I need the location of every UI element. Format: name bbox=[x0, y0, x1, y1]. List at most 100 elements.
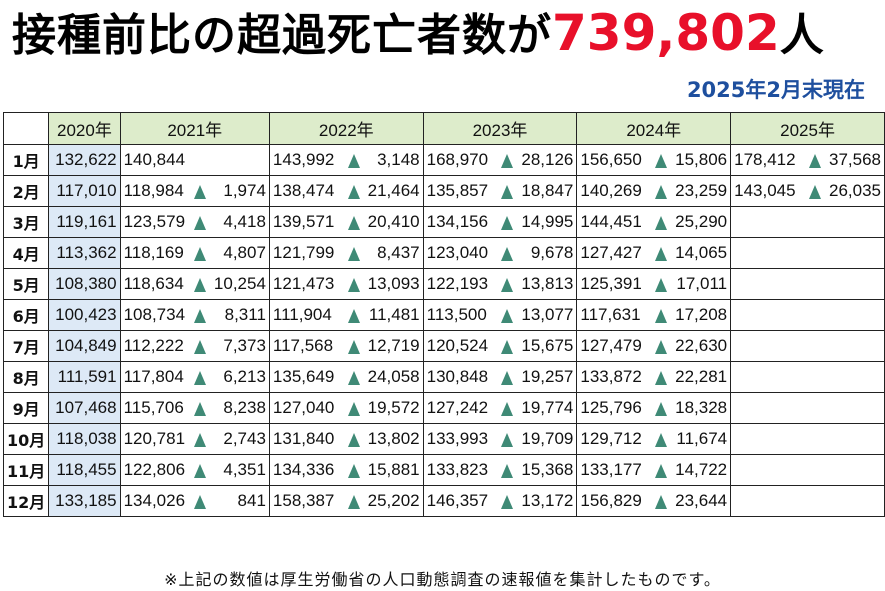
excess-2022-cell: 15,881 bbox=[364, 454, 424, 486]
baseline-2020-cell: 108,380 bbox=[48, 268, 121, 300]
corner-cell bbox=[2, 112, 50, 145]
excess-2022-cell: 12,719 bbox=[364, 330, 424, 362]
table-row: 5月 108,380 118,634 10,254 121,473 13,093 122,1… bbox=[2, 268, 885, 300]
excess-2022-cell: 13,802 bbox=[364, 423, 424, 455]
arrow-2021-cell bbox=[189, 237, 211, 269]
arrow-2024-cell bbox=[650, 175, 672, 207]
excess-2021-cell: 1,974 bbox=[210, 175, 270, 207]
table-row: 2月 117,010 118,984 1,974 138,474 21,464 135,85… bbox=[2, 175, 885, 207]
deaths-2021-cell: 112,222 bbox=[119, 330, 190, 362]
baseline-2020-cell: 111,591 bbox=[48, 361, 121, 393]
arrow-2023-cell bbox=[496, 330, 518, 362]
deaths-2025-cell: 143,045 bbox=[730, 175, 805, 207]
up-arrow-icon bbox=[347, 494, 360, 509]
up-arrow-icon bbox=[655, 401, 668, 416]
deaths-2022-cell: 135,649 bbox=[268, 361, 344, 393]
deaths-2021-cell: 122,806 bbox=[119, 454, 190, 486]
deaths-2023-cell: 168,970 bbox=[422, 144, 497, 176]
arrow-2024-cell bbox=[650, 268, 672, 300]
arrow-2024-cell bbox=[650, 423, 672, 455]
empty-2025-cell bbox=[730, 361, 885, 393]
excess-2022-cell: 3,148 bbox=[364, 144, 424, 176]
title-number: 739,802 bbox=[552, 4, 780, 62]
footnote: ※上記の数値は厚生労働省の人口動態調査の速報値を集計したものです。 bbox=[164, 570, 721, 589]
excess-2025-cell: 37,568 bbox=[825, 144, 885, 176]
arrow-2023-cell bbox=[496, 206, 518, 238]
empty-2025-cell bbox=[730, 330, 885, 362]
baseline-2020-cell: 118,038 bbox=[48, 423, 121, 455]
up-arrow-icon bbox=[194, 277, 207, 292]
excess-2021-cell: 4,351 bbox=[210, 454, 270, 486]
excess-2021-cell: 6,213 bbox=[210, 361, 270, 393]
up-arrow-icon bbox=[501, 494, 514, 509]
deaths-2023-cell: 127,242 bbox=[422, 392, 497, 424]
year-header-2023: 2023年 bbox=[422, 112, 578, 145]
deaths-2024-cell: 133,177 bbox=[576, 454, 651, 486]
excess-2023-cell: 15,675 bbox=[517, 330, 578, 362]
up-arrow-icon bbox=[194, 339, 207, 354]
deaths-2022-cell: 127,040 bbox=[268, 392, 344, 424]
up-arrow-icon bbox=[501, 215, 514, 230]
up-arrow-icon bbox=[347, 339, 360, 354]
arrow-2024-cell bbox=[650, 237, 672, 269]
up-arrow-icon bbox=[501, 339, 514, 354]
deaths-2021-cell: 123,579 bbox=[119, 206, 190, 238]
excess-2022-cell: 8,437 bbox=[364, 237, 424, 269]
deaths-2022-cell: 121,473 bbox=[268, 268, 344, 300]
arrow-2024-cell bbox=[650, 144, 672, 176]
arrow-2023-cell bbox=[496, 485, 518, 517]
arrow-2024-cell bbox=[650, 330, 672, 362]
deaths-2021-cell: 120,781 bbox=[119, 423, 190, 455]
month-label: 7月 bbox=[2, 330, 50, 362]
empty-2025-cell bbox=[730, 485, 885, 517]
arrow-2021-cell bbox=[189, 485, 211, 517]
excess-2024-cell: 25,290 bbox=[671, 206, 732, 238]
excess-2024-cell: 17,208 bbox=[671, 299, 732, 331]
year-header-2024: 2024年 bbox=[576, 112, 732, 145]
month-label: 11月 bbox=[2, 454, 50, 486]
baseline-2020-cell: 107,468 bbox=[48, 392, 121, 424]
deaths-2023-cell: 135,857 bbox=[422, 175, 497, 207]
baseline-2020-cell: 119,161 bbox=[48, 206, 121, 238]
arrow-2022-cell bbox=[343, 423, 365, 455]
arrow-2022-cell bbox=[343, 330, 365, 362]
deaths-2022-cell: 131,840 bbox=[268, 423, 344, 455]
up-arrow-icon bbox=[501, 463, 514, 478]
empty-2025-cell bbox=[730, 237, 885, 269]
empty-2025-cell bbox=[730, 299, 885, 331]
up-arrow-icon bbox=[347, 184, 360, 199]
excess-2024-cell: 14,722 bbox=[671, 454, 732, 486]
up-arrow-icon bbox=[194, 308, 207, 323]
table-row: 10月 118,038 120,781 2,743 131,840 13,802 133,9… bbox=[2, 423, 885, 455]
arrow-2023-cell bbox=[496, 144, 518, 176]
up-arrow-icon bbox=[347, 308, 360, 323]
up-arrow-icon bbox=[501, 153, 514, 168]
deaths-2022-cell: 111,904 bbox=[268, 299, 344, 331]
excess-2021-cell: 4,807 bbox=[210, 237, 270, 269]
arrow-2024-cell bbox=[650, 361, 672, 393]
table-row: 4月 113,362 118,169 4,807 121,799 8,437 123,040… bbox=[2, 237, 885, 269]
deaths-2023-cell: 123,040 bbox=[422, 237, 497, 269]
page-title: 接種前比の超過死亡者数が739,802人 bbox=[12, 2, 825, 64]
month-label: 5月 bbox=[2, 268, 50, 300]
deaths-2024-cell: 125,391 bbox=[576, 268, 651, 300]
deaths-2022-cell: 117,568 bbox=[268, 330, 344, 362]
up-arrow-icon bbox=[194, 246, 207, 261]
excess-2024-cell: 14,065 bbox=[671, 237, 732, 269]
title-suffix: 人 bbox=[779, 10, 825, 61]
excess-2024-cell: 11,674 bbox=[671, 423, 732, 455]
excess-2024-cell: 17,011 bbox=[671, 268, 732, 300]
up-arrow-icon bbox=[655, 494, 668, 509]
arrow-2022-cell bbox=[343, 485, 365, 517]
arrow-2021-cell bbox=[189, 299, 211, 331]
arrow-2022-cell bbox=[343, 361, 365, 393]
up-arrow-icon bbox=[194, 432, 207, 447]
arrow-2022-cell bbox=[343, 299, 365, 331]
arrow-2022-cell bbox=[343, 237, 365, 269]
deaths-2021-cell: 140,844 bbox=[119, 144, 270, 176]
excess-2023-cell: 13,172 bbox=[517, 485, 578, 517]
deaths-2024-cell: 133,872 bbox=[576, 361, 651, 393]
deaths-2022-cell: 139,571 bbox=[268, 206, 344, 238]
deaths-2022-cell: 143,992 bbox=[268, 144, 344, 176]
deaths-2023-cell: 122,193 bbox=[422, 268, 497, 300]
